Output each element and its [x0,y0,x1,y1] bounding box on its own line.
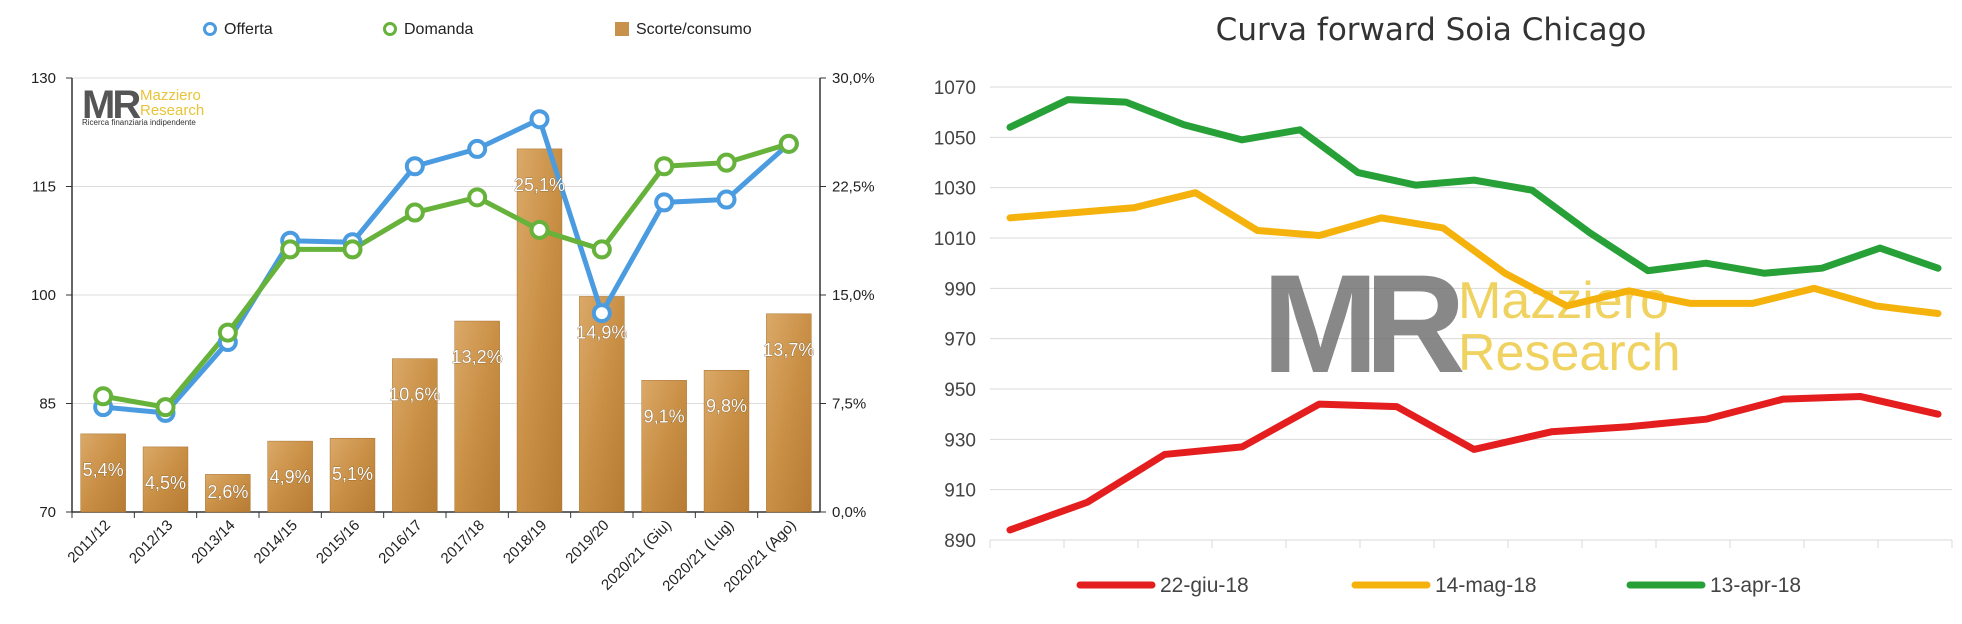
left-y-tick-label: 85 [39,396,56,413]
point-domanda [716,152,737,173]
legend-label: Domanda [404,21,473,38]
legend-marker-offerta [203,22,217,36]
bar-data-label: 4,5% [145,473,186,493]
legend-label: 13-apr-18 [1710,574,1801,597]
point-domanda [280,239,301,260]
left-y-tick-label: 100 [31,287,56,304]
point-domanda [155,397,176,418]
point-domanda [93,386,114,407]
point-domanda [467,187,488,208]
bar-data-label: 10,6% [389,385,440,405]
bar-scorte-consumo [329,437,376,513]
point-domanda [342,239,363,260]
watermark-line2: Research [1458,324,1681,382]
series-line-2 [1006,96,1942,277]
point-offerta [591,303,612,324]
y-tick-label: 1070 [934,78,976,99]
legend-label: 14-mag-18 [1435,574,1537,597]
point-offerta [404,156,425,177]
logo-tagline: Ricerca finanziaria indipendente [82,118,196,127]
bar-scorte-consumo [142,446,189,513]
point-domanda [654,156,675,177]
x-tick-label: 2011/12 [64,517,114,567]
right-y-tick-label: 22,5% [832,179,875,196]
bar-data-label: 5,4% [83,460,124,480]
bar-scorte-consumo [641,380,687,513]
point-domanda [404,202,425,223]
x-tick-label: 2013/14 [188,517,238,567]
bar-scorte-consumo [80,433,126,513]
line-offerta [102,116,791,416]
y-tick-label: 890 [944,531,976,552]
y-tick-label: 990 [944,279,976,300]
point-offerta [529,109,550,130]
y-tick-label: 950 [944,380,976,401]
point-domanda [529,219,550,240]
bar-data-label: 9,1% [644,406,685,426]
bar-scorte-consumo [766,313,812,513]
bar-data-label: 25,1% [514,175,565,195]
x-tick-label: 2018/19 [500,517,550,567]
legend-label: 22-giu-18 [1160,574,1249,597]
watermark-mr-glyph: MR [1262,245,1464,402]
bar-data-label: 14,9% [576,322,627,342]
bar-data-label: 13,7% [763,340,814,360]
left-y-tick-label: 70 [39,504,56,521]
bar-data-label: 2,6% [207,482,248,502]
right-y-tick-label: 0,0% [832,504,866,521]
legend-label: Scorte/consumo [636,21,752,38]
right-y-tick-label: 30,0% [832,70,875,87]
left-y-tick-label: 130 [31,70,56,87]
series-line-0 [1006,393,1942,534]
chart-title: Curva forward Soia Chicago [1216,12,1647,48]
x-tick-label: 2012/13 [126,517,176,567]
legend-label: Offerta [224,21,273,38]
point-domanda [778,133,799,154]
bar-data-label: 9,8% [706,396,747,416]
logo-line1: Mazziero [140,87,201,104]
bar-scorte-consumo [267,440,313,513]
line-domanda [102,141,790,410]
point-domanda [217,322,238,343]
x-tick-label: 2014/15 [251,517,301,567]
x-tick-label: 2017/18 [438,517,488,567]
y-tick-label: 930 [944,430,976,451]
bar-data-label: 13,2% [452,347,503,367]
point-offerta [467,138,488,159]
bar-data-label: 4,9% [270,467,311,487]
logo-line2: Research [140,102,204,119]
left-y-tick-label: 115 [32,179,56,196]
y-tick-label: 1050 [934,128,976,149]
point-offerta [716,189,737,210]
bar-scorte-consumo [392,358,438,513]
y-tick-label: 970 [944,330,976,351]
right-y-tick-label: 7,5% [832,396,866,413]
y-tick-label: 910 [944,481,976,502]
point-domanda [591,239,612,260]
right-y-tick-label: 15,0% [832,287,875,304]
supply-demand-chart: 70 85 100 115 130 0,0% 7,5% 15,0% 22,5% 30,0% 2011… [31,21,875,596]
bar-scorte-consumo [205,474,251,513]
bar-scorte-consumo [454,320,500,513]
soy-forward-curve-chart: Curva forward Soia Chicago 890 910 930 950 97… [934,12,1953,597]
x-tick-label: 2015/16 [313,517,363,567]
y-tick-label: 1010 [934,229,976,250]
x-tick-label: 2019/20 [562,517,612,567]
logo-mr-glyph: MR [82,83,141,127]
legend-marker-scorte-consumo [615,22,629,36]
bar-scorte-consumo [703,369,750,513]
series-line-1 [1006,189,1942,317]
point-offerta [654,192,675,213]
bar-scorte-consumo [579,296,625,513]
bar-scorte-consumo [516,148,563,513]
bar-data-label: 5,1% [332,464,373,484]
x-tick-label: 2016/17 [375,517,425,567]
y-tick-label: 1030 [934,179,976,200]
legend-marker-domanda [383,22,397,36]
